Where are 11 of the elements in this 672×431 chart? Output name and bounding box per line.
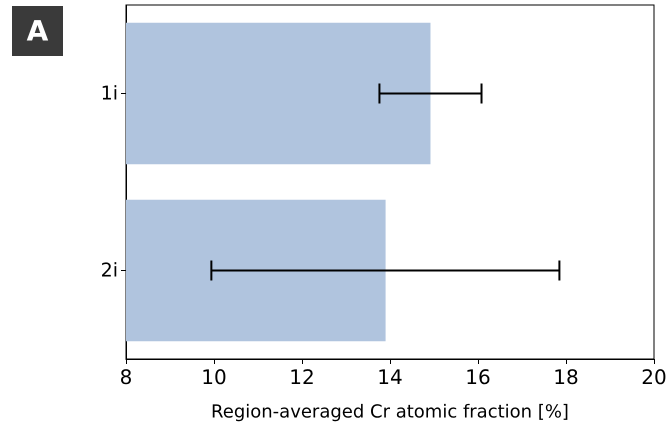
x-tick-label: 18 [553,365,579,389]
text: A [26,14,49,48]
y-tick-label: 1i [100,82,118,104]
x-tick-label: 14 [377,365,403,389]
x-tick-label: 16 [465,365,491,389]
x-tick-label: 10 [201,365,227,389]
x-tick-label: 12 [289,365,315,389]
x-tick-label: 20 [641,365,667,389]
x-tick-label: 8 [120,365,132,389]
x-axis-title: Region-averaged Cr atomic fraction [%] [211,402,569,422]
y-tick-label: 2i [100,260,118,282]
